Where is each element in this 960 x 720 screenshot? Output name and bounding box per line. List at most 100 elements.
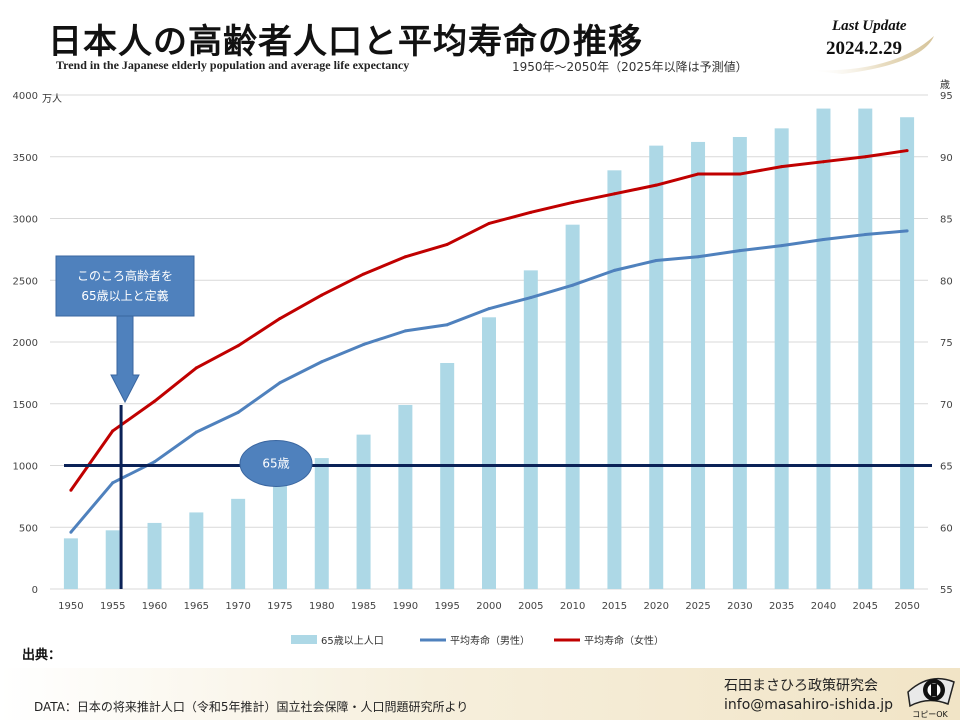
population-bar — [691, 141, 706, 589]
male-life-expectancy-point — [111, 481, 115, 485]
male-life-expectancy-point — [153, 460, 157, 464]
female-life-expectancy-point — [821, 160, 825, 164]
update-swoosh-decoration — [807, 36, 934, 74]
female-life-expectancy-point — [696, 172, 700, 176]
female-life-expectancy-point — [654, 183, 658, 187]
y-left-tick-label: 0 — [32, 585, 38, 596]
population-bar — [356, 434, 371, 589]
population-bar — [565, 224, 580, 590]
y-left-tick-label: 3500 — [13, 153, 38, 164]
x-tick-label: 1970 — [225, 601, 250, 612]
definition-callout-arrow — [110, 315, 140, 404]
y-right-tick-label: 60 — [940, 523, 953, 534]
y-left-tick-label: 500 — [19, 523, 38, 534]
x-tick-label: 1975 — [267, 601, 292, 612]
footer-organization: 石田まさひろ政策研究会 — [724, 678, 878, 694]
male-life-expectancy-point — [362, 342, 366, 346]
definition-callout-line2: 65歳以上と定義 — [81, 288, 168, 303]
male-life-expectancy-point — [571, 283, 575, 287]
y-left-tick-label: 3000 — [13, 215, 38, 226]
population-bar — [816, 108, 831, 590]
legend-item-male: 平均寿命（男性） — [420, 634, 530, 647]
population-bar — [774, 128, 789, 589]
y-left-tick-label: 1000 — [13, 462, 38, 473]
last-update-label: Last Update — [832, 18, 907, 34]
male-life-expectancy-point — [696, 255, 700, 259]
female-life-expectancy-point — [194, 366, 198, 370]
population-bar — [649, 145, 664, 589]
legend-label: 平均寿命（男性） — [450, 634, 530, 647]
x-tick-label: 2020 — [644, 601, 669, 612]
x-tick-label: 2015 — [602, 601, 627, 612]
reference-line-badge — [239, 440, 313, 487]
population-bar — [732, 136, 747, 590]
x-tick-label: 2045 — [853, 601, 878, 612]
footer-email-link[interactable]: info@masahiro-ishida.jp — [724, 697, 894, 713]
population-bar — [314, 458, 329, 589]
y-left-tick-label: 2500 — [13, 276, 38, 287]
bar-layer — [63, 108, 915, 590]
population-bar — [231, 498, 246, 589]
footer-bar — [0, 668, 960, 720]
y-left-unit: 万人 — [42, 93, 62, 105]
y-left-tick-label: 4000 — [13, 91, 38, 102]
population-bar — [272, 479, 287, 589]
x-tick-label: 1950 — [58, 601, 83, 612]
x-tick-label: 2000 — [476, 601, 501, 612]
population-bar — [440, 362, 455, 589]
population-bar — [482, 317, 496, 589]
female-life-expectancy-point — [111, 429, 115, 433]
y-right-unit: 歳 — [940, 79, 950, 91]
line-layer — [69, 149, 909, 534]
footer-data-source: DATA：日本の将来推計人口（令和5年推計）国立社会保障・人口問題研究所より — [34, 700, 469, 714]
x-tick-label: 2035 — [769, 601, 794, 612]
x-tick-label: 1980 — [309, 601, 334, 612]
male-life-expectancy-point — [780, 244, 784, 248]
y-right-tick-label: 65 — [940, 462, 953, 473]
legend-layer: 65歳以上人口 平均寿命（男性） 平均寿命（女性） — [291, 634, 664, 647]
male-life-expectancy-point — [863, 233, 867, 237]
female-life-expectancy-point — [780, 165, 784, 169]
x-tick-label: 2010 — [560, 601, 585, 612]
female-life-expectancy-point — [529, 210, 533, 214]
subtitle-range: 1950年～2050年（2025年以降は予測値） — [512, 60, 748, 74]
population-bar — [900, 117, 915, 589]
last-update-date: 2024.2.29 — [826, 38, 902, 59]
female-life-expectancy-point — [863, 155, 867, 159]
y-right-tick-label: 70 — [940, 400, 953, 411]
y-right-tick-label: 90 — [940, 153, 953, 164]
axis-layer: 0 500 1000 1500 2000 2500 3000 3500 4000 55 60 65 70… — [13, 79, 953, 612]
female-life-expectancy-point — [905, 149, 909, 153]
male-life-expectancy-point — [487, 307, 491, 311]
y-right-tick-label: 85 — [940, 215, 953, 226]
copy-ok-badge-text: コピーOK — [912, 710, 948, 719]
population-bar — [105, 530, 120, 589]
male-life-expectancy-point — [403, 329, 407, 333]
x-tick-label: 2050 — [894, 601, 919, 612]
x-tick-label: 1955 — [100, 601, 125, 612]
male-life-expectancy-point — [320, 360, 324, 364]
male-life-expectancy-point — [445, 323, 449, 327]
legend-label: 平均寿命（女性） — [584, 634, 664, 647]
population-bar — [189, 512, 204, 589]
male-life-expectancy-point — [69, 530, 73, 534]
male-life-expectancy-point — [738, 249, 742, 253]
y-right-tick-label: 55 — [940, 585, 953, 596]
female-life-expectancy-point — [362, 272, 366, 276]
female-life-expectancy-point — [738, 172, 742, 176]
population-bar — [523, 270, 538, 589]
legend-label: 65歳以上人口 — [321, 635, 384, 647]
female-life-expectancy-point — [571, 200, 575, 204]
definition-callout-line1: このころ高齢者を — [77, 268, 173, 283]
female-life-expectancy-point — [487, 221, 491, 225]
female-life-expectancy-point — [69, 488, 73, 492]
female-life-expectancy-point — [236, 344, 240, 348]
male-life-expectancy-point — [654, 258, 658, 262]
population-bar — [607, 170, 622, 589]
x-tick-label: 1990 — [393, 601, 418, 612]
x-tick-label: 1960 — [142, 601, 167, 612]
page-title: 日本人の高齢者人口と平均寿命の推移 — [48, 22, 643, 62]
source-label: 出典： — [22, 648, 62, 663]
x-tick-label: 1985 — [351, 601, 376, 612]
reference-line-label: 65歳 — [262, 457, 289, 471]
